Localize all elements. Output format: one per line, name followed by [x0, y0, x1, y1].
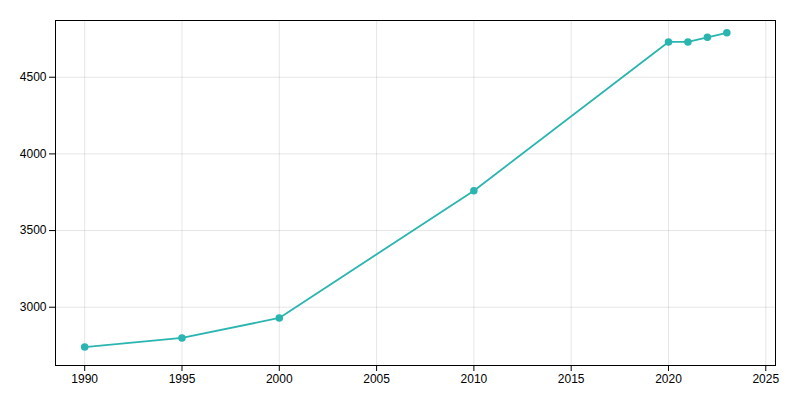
svg-text:2000: 2000 — [266, 372, 293, 386]
svg-text:4500: 4500 — [20, 70, 47, 84]
svg-text:1990: 1990 — [71, 372, 98, 386]
svg-text:3000: 3000 — [20, 300, 47, 314]
svg-text:2025: 2025 — [752, 372, 779, 386]
svg-text:2015: 2015 — [558, 372, 585, 386]
svg-text:2010: 2010 — [461, 372, 488, 386]
svg-text:1995: 1995 — [169, 372, 196, 386]
svg-text:2005: 2005 — [363, 372, 390, 386]
svg-text:4000: 4000 — [20, 147, 47, 161]
svg-text:3500: 3500 — [20, 223, 47, 237]
svg-text:2020: 2020 — [655, 372, 682, 386]
